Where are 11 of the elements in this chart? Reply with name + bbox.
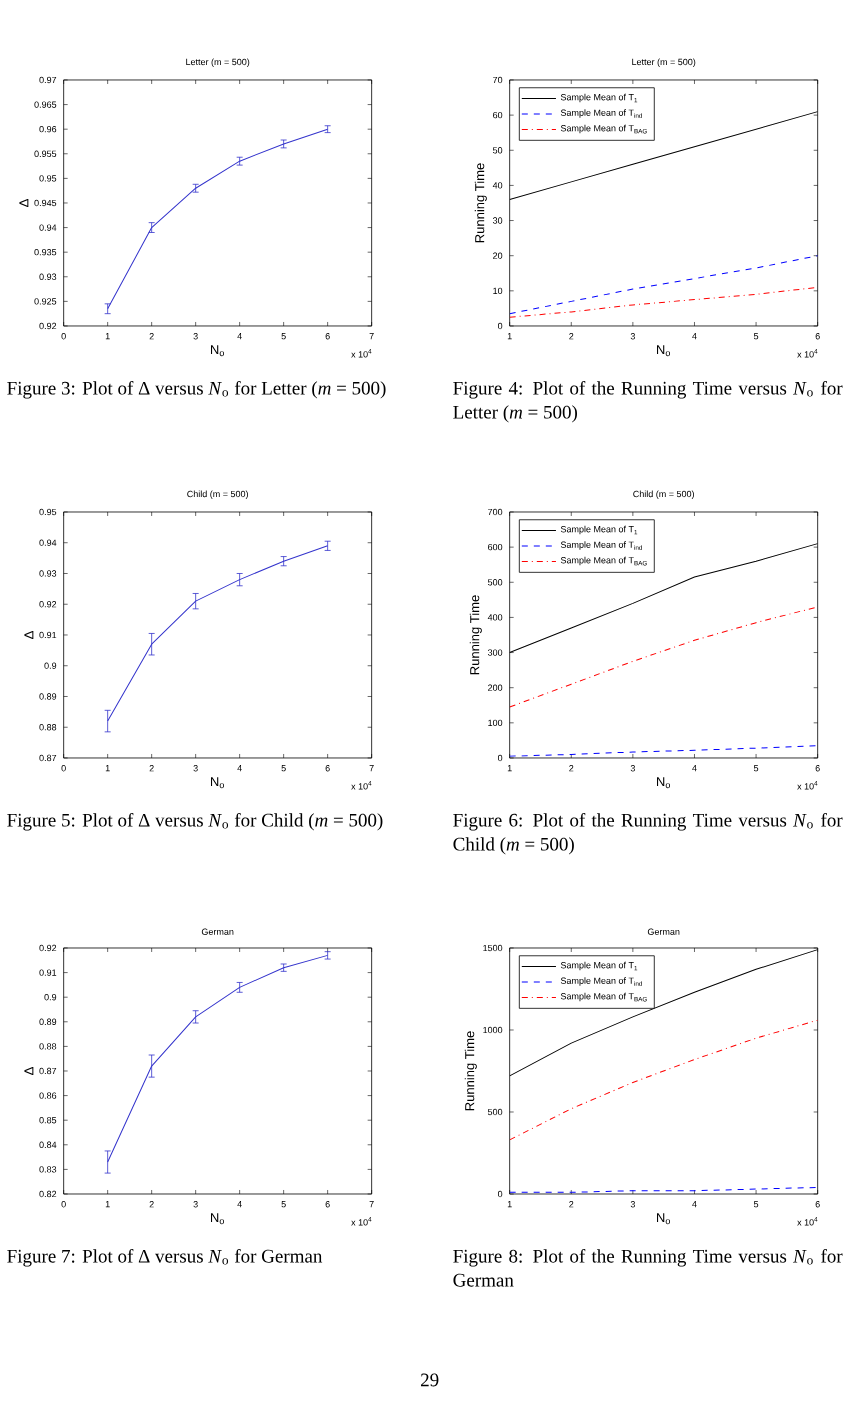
line-series	[509, 1019, 818, 1141]
caption: Figure 3: Plot of Δ versus N$_{o}$ for Letter (m = 500)	[7, 381, 386, 399]
text: Figure 4: Plot of the Running Time versus N$_{o}$ for Letter (m = 500)	[453, 381, 843, 423]
line-series	[509, 606, 818, 708]
text: Figure 8: Plot of the Running Time versus N$_{o}$ for German	[453, 1249, 843, 1287]
text: 29	[421, 1373, 439, 1387]
text: Figure 6: Plot of the Running Time versus N$_{o}$ for Child (m = 500)	[453, 813, 843, 855]
line-series	[509, 286, 818, 318]
caption: Figure 7: Plot of Δ versus N$_{o}$ for German	[7, 1249, 323, 1267]
caption: Figure 5: Plot of Δ versus N$_{o}$ for Child (m = 500)	[7, 813, 383, 831]
line-series	[509, 255, 818, 315]
